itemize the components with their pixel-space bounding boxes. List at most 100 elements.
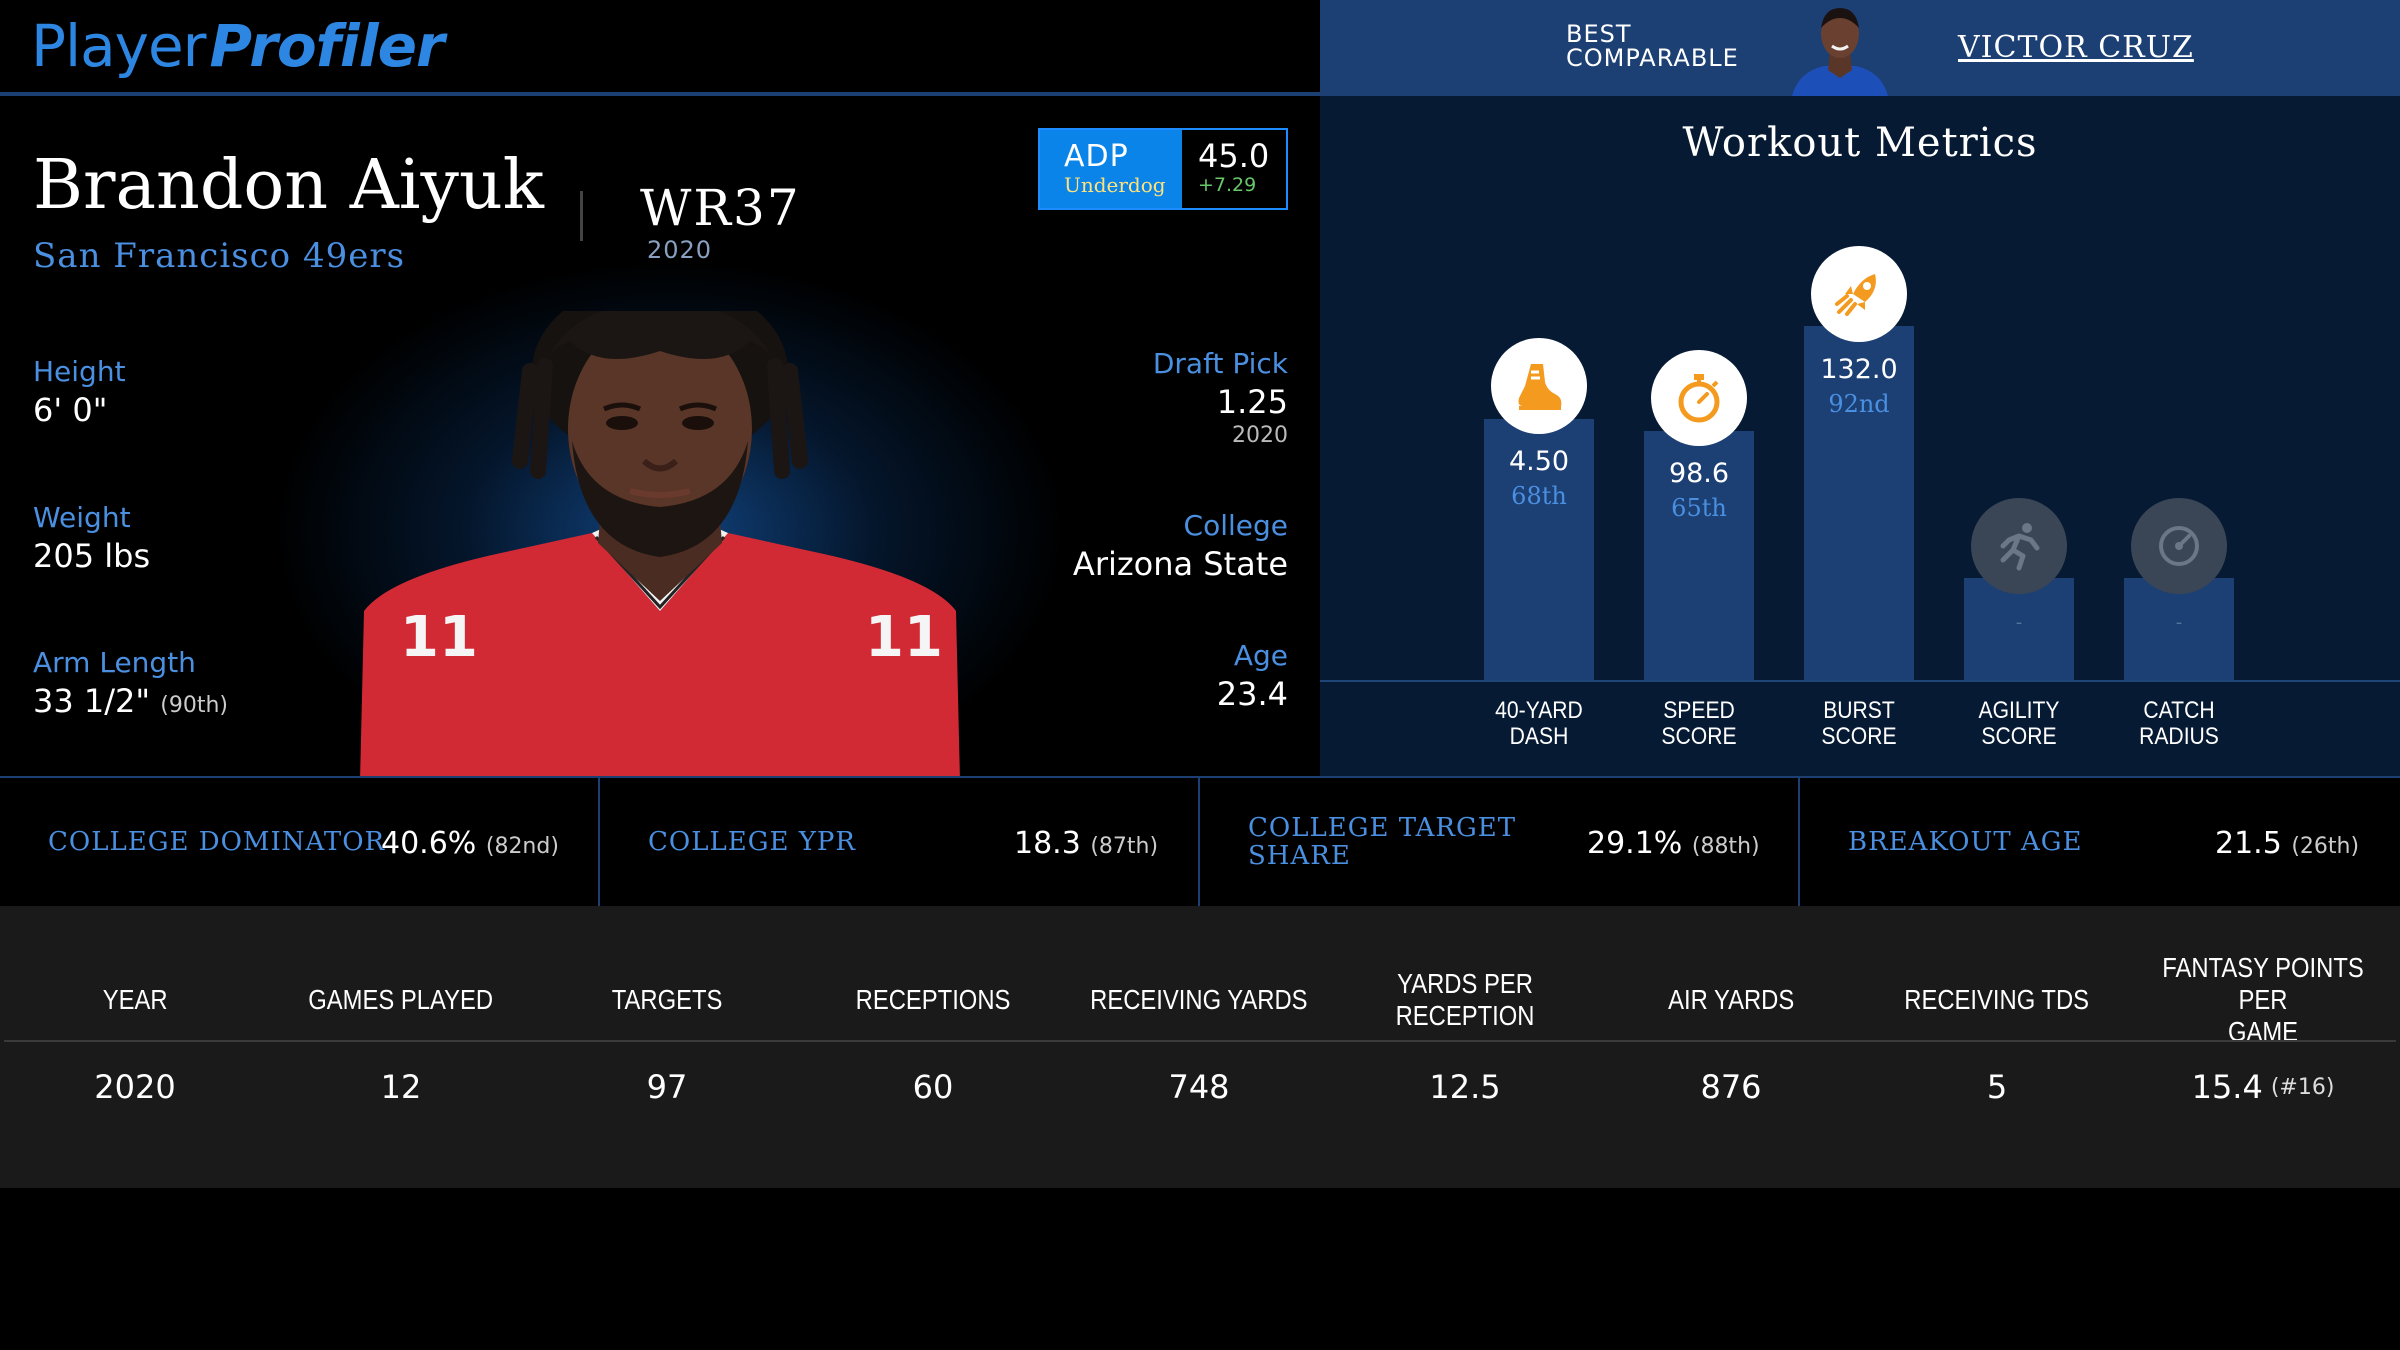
top-header: PlayerProfiler — [0, 0, 1320, 92]
college-metrics-strip: COLLEGE DOMINATOR 40.6% (82nd) COLLEGE Y… — [0, 776, 2400, 906]
table-header-divider — [4, 1040, 2396, 1042]
comparable-avatar[interactable] — [1790, 0, 1890, 96]
header-receptions[interactable]: RECEPTIONS — [798, 956, 1068, 1044]
header-divider — [0, 92, 1320, 96]
workout-bar-speed-score[interactable] — [1644, 431, 1754, 680]
workout-value-catch-radius: - — [2175, 612, 2183, 633]
logo-part1: Player — [31, 12, 206, 80]
workout-label-speed-score: SPEED SCORE — [1661, 697, 1737, 750]
player-panel: Brandon Aiyuk WR37 2020 San Francisco 49… — [0, 96, 1320, 776]
draft-pick-stat: Draft Pick 1.25 2020 — [1153, 346, 1288, 450]
workout-percentile-speed-score: 65th — [1671, 494, 1727, 522]
college-strip-divider — [598, 778, 600, 906]
fantasy-points-rank: (#16) — [2270, 1074, 2335, 1100]
draft-pick-value: 1.25 — [1216, 383, 1288, 421]
height-value: 6' 0" — [33, 391, 108, 429]
adp-box[interactable]: ADP Underdog 45.0 +7.29 — [1038, 128, 1288, 210]
cell-receiving-yards: 748 — [1168, 1068, 1230, 1106]
college-dominator-percentile: (82nd) — [485, 834, 559, 859]
cell-receiving-tds: 5 — [1986, 1068, 2008, 1106]
draft-pick-label: Draft Pick — [1152, 347, 1288, 380]
college-target-share-label[interactable]: COLLEGE TARGET SHARE — [1248, 813, 1517, 871]
workout-bar-40-yard-dash[interactable] — [1484, 419, 1594, 680]
workout-percentile-burst-score: 92nd — [1828, 390, 1890, 418]
header-air-yards[interactable]: AIR YARDS — [1596, 956, 1866, 1044]
weight-value: 205 lbs — [33, 537, 151, 575]
college-target-share-number: 29.1% — [1587, 826, 1683, 861]
arm-length-stat: Arm Length 33 1/2" (90th) — [33, 645, 228, 726]
cell-yards-per-reception: 12.5 — [1429, 1068, 1501, 1106]
college-ypr-percentile: (87th) — [1090, 834, 1159, 859]
cell-fantasy-points: 15.4 (#16) — [2128, 1060, 2398, 1114]
site-logo[interactable]: PlayerProfiler — [31, 10, 445, 82]
breakout-age-label[interactable]: BREAKOUT AGE — [1848, 827, 2083, 857]
header-year-text: YEAR — [102, 984, 168, 1015]
cell-air-yards: 876 — [1700, 1068, 1762, 1106]
comparable-player-link[interactable]: VICTOR CRUZ — [1958, 30, 2194, 65]
age-label: Age — [1233, 639, 1288, 672]
header-receiving-yards[interactable]: RECEIVING YARDS — [1064, 956, 1334, 1044]
college-dominator-value: 40.6% (82nd) — [381, 826, 559, 861]
player-portrait: 11 11 — [360, 311, 960, 776]
header-receiving-tds[interactable]: RECEIVING TDS — [1862, 956, 2132, 1044]
adp-source: Underdog — [1064, 173, 1166, 197]
header-games-played-text: GAMES PLAYED — [308, 984, 494, 1015]
breakout-age-value: 21.5 (26th) — [2215, 826, 2359, 861]
best-comparable-bar: BEST COMPARABLE VICTOR CRUZ — [1320, 0, 2400, 96]
workout-icon-burst-score — [1811, 246, 1907, 342]
weight-label: Weight — [33, 501, 131, 534]
height-label: Height — [33, 355, 126, 388]
workout-icon-40-yard-dash — [1491, 338, 1587, 434]
workout-value-agility-score: - — [2015, 612, 2023, 633]
workout-bar-catch-radius[interactable] — [2124, 578, 2234, 680]
workout-label-agility-score: AGILITY SCORE — [1978, 697, 2060, 750]
cell-year: 2020 — [94, 1068, 176, 1106]
header-year[interactable]: YEAR — [0, 956, 270, 1044]
header-targets[interactable]: TARGETS — [532, 956, 802, 1044]
workout-value-burst-score: 132.0 — [1820, 354, 1898, 385]
workout-label-40-yard-dash: 40-YARD DASH — [1495, 697, 1583, 750]
college-stat: College Arizona State — [1073, 508, 1288, 584]
arm-length-label: Arm Length — [33, 646, 196, 679]
college-value[interactable]: Arizona State — [1072, 545, 1288, 583]
cell-targets: 97 — [646, 1068, 688, 1106]
college-label: College — [1183, 509, 1288, 542]
breakout-age-percentile: (26th) — [2291, 834, 2360, 859]
player-name: Brandon Aiyuk — [33, 146, 544, 225]
header-yards-per-reception-text: YARDS PER RECEPTION — [1395, 968, 1535, 1031]
workout-label-catch-radius: CATCH RADIUS — [2139, 697, 2219, 750]
fantasy-points-value: 15.4 — [2191, 1068, 2263, 1106]
stopwatch-icon — [1678, 374, 1720, 423]
runner-icon — [2000, 523, 2040, 571]
workout-metrics-panel: Workout Metrics 4.50 68th 40-YARD DASH 9… — [1320, 96, 2400, 776]
cell-receptions: 60 — [912, 1068, 954, 1106]
season-stats-table: YEAR GAMES PLAYED TARGETS RECEPTIONS REC… — [0, 906, 2400, 1188]
header-receiving-tds-text: RECEIVING TDS — [1904, 984, 2090, 1015]
jersey-number-right: 11 — [865, 605, 943, 670]
rocket-icon — [1835, 274, 1876, 316]
workout-percentile-40-yard-dash: 68th — [1511, 482, 1567, 510]
header-air-yards-text: AIR YARDS — [1667, 984, 1795, 1015]
header-games-played[interactable]: GAMES PLAYED — [266, 956, 536, 1044]
age-stat: Age 23.4 — [1217, 638, 1288, 714]
header-fantasy-points-text: FANTASY POINTS PER GAME — [2162, 952, 2364, 1047]
workout-bar-agility-score[interactable] — [1964, 578, 2074, 680]
workout-metrics-title: Workout Metrics — [1682, 120, 2038, 166]
header-receiving-yards-text: RECEIVING YARDS — [1090, 984, 1308, 1015]
logo-part2: Profiler — [209, 12, 445, 80]
jersey-number-left: 11 — [400, 605, 478, 670]
workout-icon-speed-score — [1651, 350, 1747, 446]
workout-baseline — [1320, 680, 2400, 682]
college-dominator-number: 40.6% — [381, 826, 477, 861]
college-ypr-label[interactable]: COLLEGE YPR — [648, 827, 856, 857]
college-strip-divider — [1198, 778, 1200, 906]
header-targets-text: TARGETS — [611, 984, 723, 1015]
workout-icon-catch-radius — [2131, 498, 2227, 594]
college-dominator-label[interactable]: COLLEGE DOMINATOR — [48, 827, 386, 857]
cell-games-played: 12 — [380, 1068, 422, 1106]
workout-bar-burst-score[interactable] — [1804, 326, 1914, 680]
header-fantasy-points[interactable]: FANTASY POINTS PER GAME — [2128, 952, 2398, 1047]
header-yards-per-reception[interactable]: YARDS PER RECEPTION — [1330, 956, 1600, 1044]
best-comparable-label: BEST COMPARABLE — [1566, 20, 1739, 72]
breakout-age-number: 21.5 — [2215, 826, 2282, 861]
